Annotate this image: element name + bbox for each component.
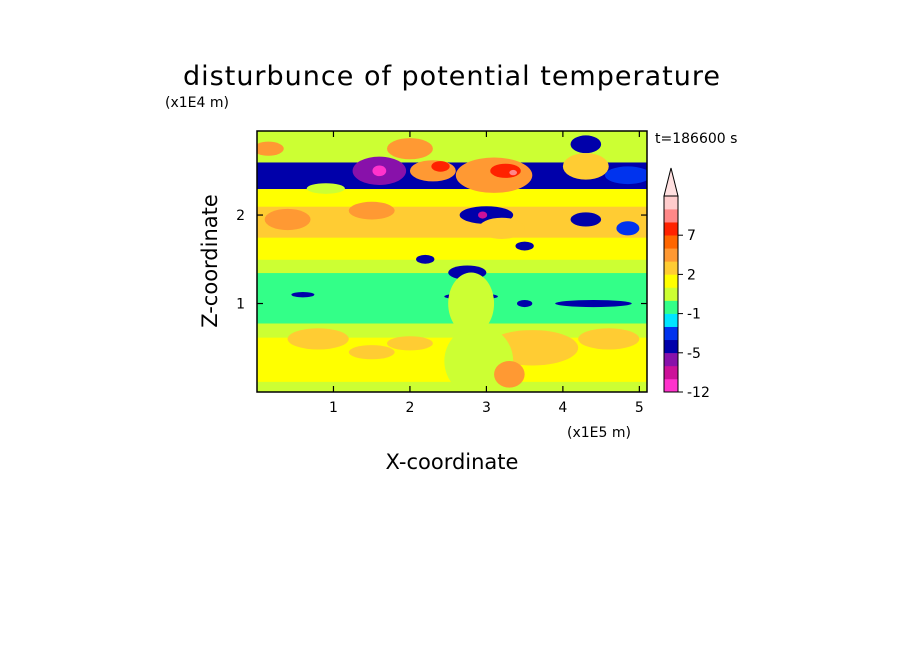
plot-frame [256, 130, 648, 393]
colorbar-swatch [664, 300, 678, 314]
field-blob-19 [416, 254, 435, 264]
field-blob-5 [431, 161, 450, 172]
x-tick-label: 4 [558, 400, 567, 416]
field-blob-21 [570, 212, 602, 227]
y-axis-title: Z-coordinate [198, 194, 222, 328]
chart-title: disturbunce of potential temperature [183, 61, 721, 92]
field-blob-18 [515, 241, 534, 251]
field-blob-9 [348, 201, 395, 220]
field-blob-14 [562, 153, 609, 180]
colorbar-swatch [664, 274, 678, 288]
field-blob-34 [494, 361, 525, 388]
field-blob-13 [604, 166, 647, 185]
field-blob-23 [291, 292, 315, 298]
colorbar-label: 2 [687, 267, 696, 283]
field-layer-5 [257, 259, 647, 274]
field-blob-31 [578, 328, 640, 350]
field-blob-3 [257, 169, 300, 187]
y-tick-label: 1 [236, 297, 245, 313]
field-blob-15 [257, 141, 284, 156]
field-blob-35 [264, 208, 311, 231]
colorbar-swatch [664, 248, 678, 262]
x-axis: 1 2 3 4 5 [329, 131, 644, 416]
field-blob-4 [409, 160, 456, 182]
field-blob-12 [570, 135, 602, 154]
colorbar-swatch [664, 352, 678, 367]
x-tick-label: 2 [405, 400, 414, 416]
y-axis: 12 [236, 208, 647, 313]
x-tick-label: 1 [329, 400, 338, 416]
field-blob-27 [287, 328, 349, 350]
colorbar: -12-5-127 [663, 167, 710, 401]
field-blob-28 [348, 345, 395, 360]
colorbar-swatch [664, 235, 678, 249]
field-layer-6 [257, 237, 647, 260]
colorbar-swatch [664, 196, 678, 210]
colorbar-swatch [664, 339, 678, 354]
x-unit-label: (x1E5 m) [567, 425, 631, 441]
field-blob-20 [478, 217, 525, 239]
colorbar-label: -1 [687, 307, 701, 323]
field-blob-0 [283, 162, 368, 188]
field-blob-11 [478, 211, 488, 219]
colorbar-label: -12 [687, 385, 710, 401]
time-label: t=186600 s [655, 131, 737, 147]
y-unit-label: (x1E4 m) [165, 95, 229, 111]
field-blob-16 [387, 138, 433, 160]
field-blob-8 [509, 169, 517, 176]
colorbar-label: -5 [687, 346, 701, 362]
colorbar-swatch [664, 222, 678, 236]
colorbar-swatch [664, 365, 678, 380]
colorbar-swatch [664, 313, 678, 327]
field-blob-22 [616, 221, 640, 236]
colorbar-swatch [664, 326, 678, 341]
field-blob-25 [517, 299, 533, 308]
field-blob-36 [306, 183, 345, 194]
field-blob-2 [372, 165, 387, 177]
plot-area [257, 131, 647, 392]
colorbar-swatch [664, 378, 678, 393]
colorbar-swatch [664, 287, 678, 301]
x-tick-label: 3 [482, 400, 491, 416]
colorbar-swatch [664, 261, 678, 275]
colorbar-swatch [664, 209, 678, 223]
x-tick-label: 5 [635, 400, 644, 416]
y-tick-label: 2 [236, 208, 245, 224]
field-layer-8 [257, 188, 647, 207]
colorbar-extend-arrow [663, 167, 679, 197]
colorbar-label: 7 [687, 228, 696, 244]
field-layer-0 [257, 381, 647, 392]
field-blob-26 [555, 299, 632, 308]
field-blob-33 [448, 272, 495, 335]
x-axis-title: X-coordinate [386, 450, 519, 474]
field-blob-7 [490, 163, 521, 178]
field-blob-29 [387, 336, 433, 351]
